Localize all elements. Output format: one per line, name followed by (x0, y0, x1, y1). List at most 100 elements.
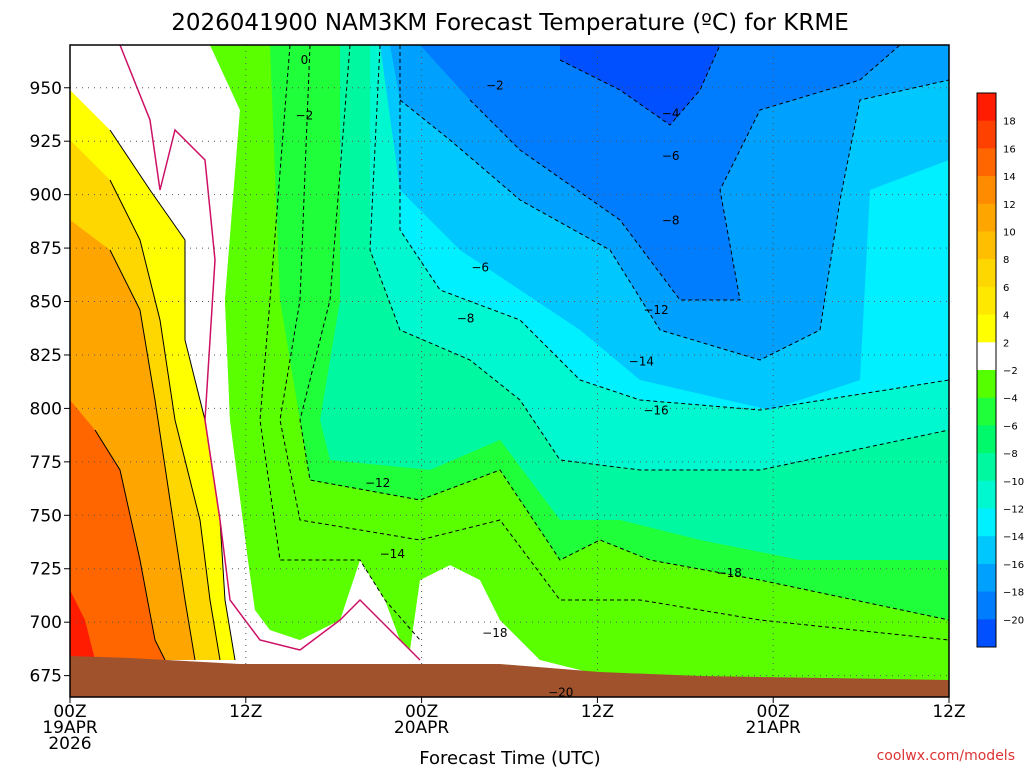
contour-label: −6 (471, 260, 489, 274)
contour-line (399, 79, 950, 361)
colorbar-label: 4 (1003, 311, 1009, 322)
colorbar-label: −12 (1003, 505, 1024, 516)
colorbar-label: 14 (1003, 172, 1016, 183)
colorbar-label: 8 (1003, 255, 1009, 266)
contour-label: −18 (717, 566, 742, 580)
y-tick-label: 775 (30, 453, 62, 473)
x-tick-label: 2026 (48, 734, 91, 754)
colorbar-swatch (977, 203, 996, 232)
credit: coolwx.com/models (877, 748, 1015, 764)
y-tick-label: 700 (30, 613, 62, 633)
field-white-lower (410, 565, 620, 690)
y-tick-label: 900 (30, 186, 62, 206)
contour-labels: −20−18−18−14−12−16−14−8−12−6−8−6−2 −4−20 (296, 53, 742, 700)
field-teal (370, 45, 949, 470)
colorbar-label: −18 (1003, 588, 1024, 599)
contour-line (279, 44, 950, 641)
colorbar-label: 10 (1003, 228, 1016, 239)
colorbar-label: 16 (1003, 144, 1016, 155)
y-tick-label: 725 (30, 560, 62, 580)
contour-label: 0 (301, 53, 309, 67)
contour-label: −20 (548, 686, 573, 700)
colorbar-label: −10 (1003, 477, 1024, 488)
colorbar-swatch (977, 397, 996, 426)
contour-label: −4 (662, 106, 680, 120)
colorbar-swatch (977, 120, 996, 149)
colorbar-label: 18 (1003, 117, 1016, 128)
terrain (70, 656, 949, 697)
x-tick-label: 21APR (746, 718, 802, 738)
contour-label: −16 (643, 404, 668, 418)
colorbar-swatch (977, 176, 996, 205)
contour-line (299, 44, 950, 621)
field-red (70, 590, 95, 660)
contour-label: −12 (365, 476, 390, 490)
colorbar-swatch (977, 342, 996, 371)
plot-area (69, 44, 950, 700)
contour-line (109, 129, 236, 661)
colorbar-frame (976, 92, 997, 648)
contour-label: −18 (482, 626, 507, 640)
x-tick-label: 19APR (42, 718, 98, 738)
x-tick-label: 00Z (757, 702, 790, 722)
field-deep-blue (420, 45, 900, 300)
colorbar-swatch (977, 591, 996, 620)
x-tick-label: 12Z (932, 702, 965, 722)
colorbar-swatch (977, 508, 996, 537)
colorbar-swatch (977, 453, 996, 482)
y-tick-label: 800 (30, 399, 62, 419)
colorbar-swatch (977, 259, 996, 288)
contour-line (109, 249, 196, 661)
contour-label: −8 (662, 213, 680, 227)
field-orange (70, 400, 165, 660)
contour-line (559, 44, 721, 126)
x-tick-label: 12Z (581, 702, 614, 722)
chart-title: 2026041900 NAM3KM Forecast Temperature (… (171, 10, 848, 36)
y-tick-label: 925 (30, 132, 62, 152)
colorbar-label: −4 (1003, 394, 1018, 405)
y-tick-label: 675 (30, 667, 62, 687)
y-tick-label: 750 (30, 506, 62, 526)
colorbar-label: 12 (1003, 200, 1016, 211)
colorbar-swatch (977, 286, 996, 316)
x-axis-label: Forecast Time (UTC) (419, 748, 600, 768)
field-aqua (320, 45, 949, 560)
colorbar-swatch (977, 231, 996, 260)
y-tick-label: 850 (30, 293, 62, 313)
colorbar: 18 16 14 12 10 8 6 4 2 −2 −4 −6 −8 −10 −12 −14 −16 −18 −20 (976, 92, 1024, 648)
colorbar-label: 6 (1003, 283, 1009, 294)
colorbar-label: −20 (1003, 615, 1024, 626)
contour-line (469, 44, 901, 301)
colorbar-label: 2 (1003, 338, 1009, 349)
contour-label: −8 (457, 312, 475, 326)
x-tick-label: 20APR (394, 718, 450, 738)
plot-frame (69, 44, 950, 698)
y-tick-label: 875 (30, 239, 62, 259)
colorbar-label: −6 (1003, 421, 1018, 432)
x-tick-label: 12Z (229, 702, 262, 722)
colorbar-swatch (977, 314, 996, 343)
y-tick-label: 950 (30, 79, 62, 99)
colorbar-label: −16 (1003, 560, 1024, 571)
grid-lines (69, 45, 950, 697)
field-darkest-blue (560, 45, 720, 125)
contour-label: −2 (486, 79, 504, 93)
contour-line (399, 45, 950, 411)
x-tick-label: 00Z (405, 702, 438, 722)
contour-line (109, 179, 221, 661)
colorbar-swatch (977, 619, 996, 648)
colorbar-label: −8 (1003, 449, 1018, 460)
contour-label: −2 (296, 109, 314, 123)
freezing-line (119, 44, 301, 651)
y-axis: 675 700 725 750 775 800 825 850 875 900 925 950 (30, 79, 70, 687)
colorbar-swatch (977, 148, 996, 177)
colorbar-swatch (977, 536, 996, 565)
contour-line (259, 44, 421, 641)
colorbar-label: −2 (1003, 366, 1018, 377)
colorbar-swatch (977, 93, 996, 122)
y-tick-label: 825 (30, 346, 62, 366)
colorbar-swatch (977, 425, 996, 454)
contour-label: −14 (629, 354, 654, 368)
field-green (210, 45, 949, 690)
